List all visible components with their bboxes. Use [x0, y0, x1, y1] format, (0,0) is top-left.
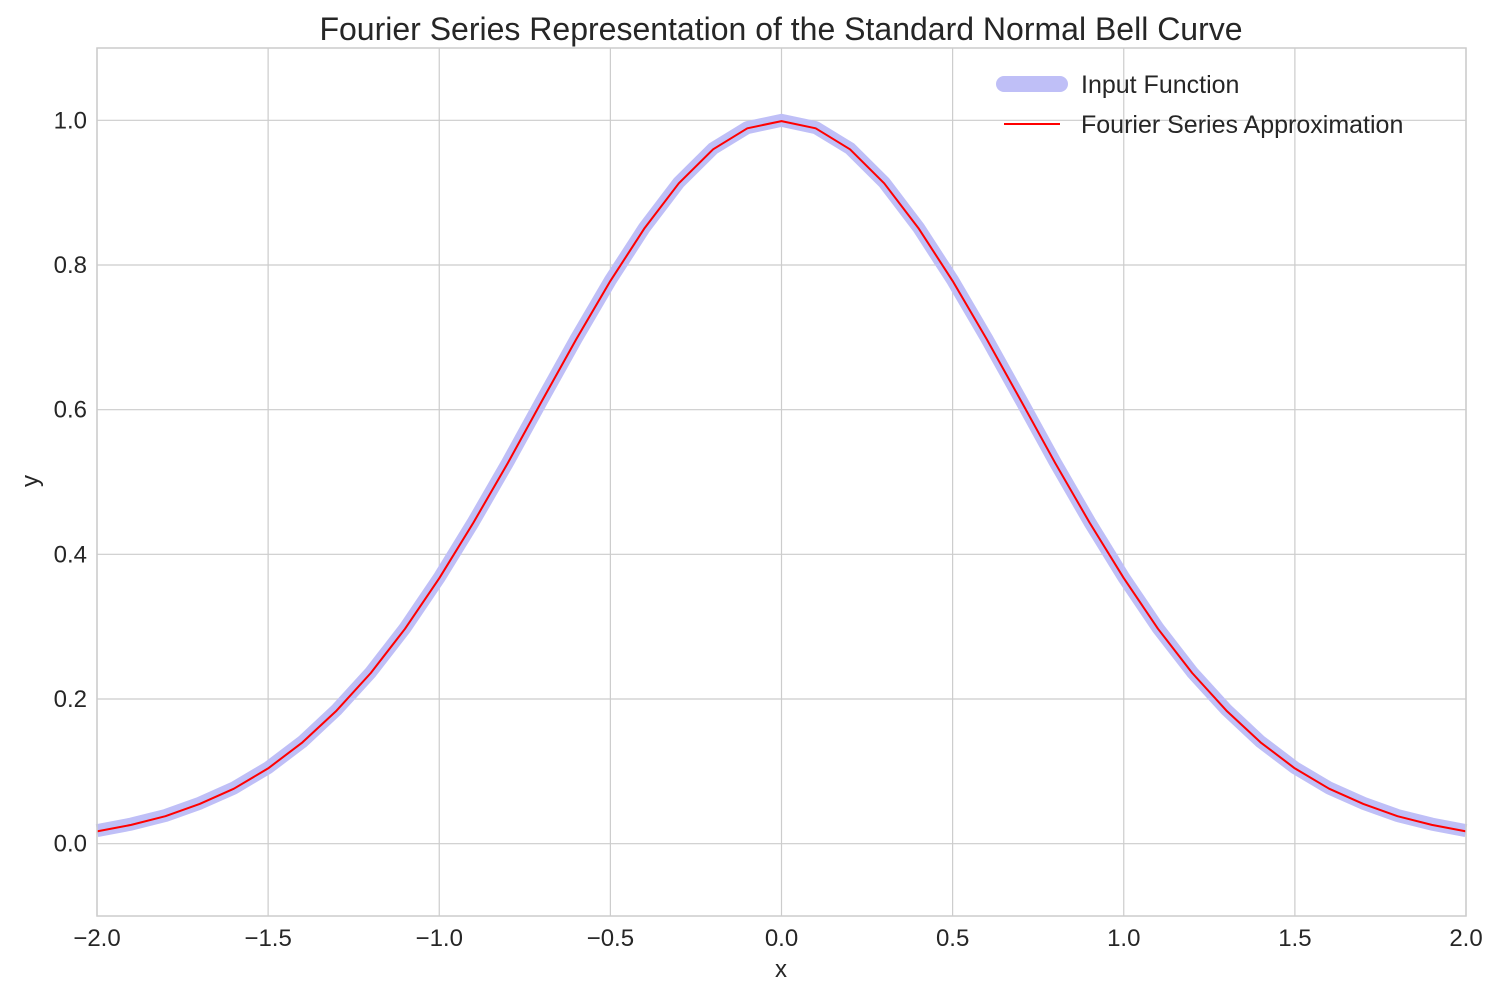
- x-tick-label: −1.0: [416, 925, 463, 952]
- x-tick-label: −2.0: [73, 925, 120, 952]
- y-tick-label: 0.2: [54, 686, 87, 713]
- legend-label-input-function: Input Function: [1081, 71, 1239, 99]
- y-tick-label: 0.4: [54, 541, 87, 568]
- y-tick-label: 0.6: [54, 397, 87, 424]
- series-lines: [95, 113, 1468, 837]
- y-tick-label: 1.0: [54, 107, 87, 134]
- x-tick-labels: −2.0 −1.5 −1.0 −0.5 0.0 0.5 1.0 1.5 2.0: [73, 925, 1482, 952]
- y-axis-label: y: [17, 475, 44, 487]
- y-tick-labels: 0.0 0.2 0.4 0.6 0.8 1.0: [54, 107, 87, 857]
- chart-title: Fourier Series Representation of the Sta…: [319, 11, 1242, 47]
- x-tick-label: 0.0: [765, 925, 798, 952]
- series-line-fourier-approximation: [96, 120, 1467, 833]
- plot-frame: [96, 47, 1467, 917]
- x-tick-label: 1.5: [1278, 925, 1311, 952]
- legend: Input Function Fourier Series Approximat…: [996, 71, 1403, 139]
- x-axis-label: x: [775, 956, 787, 983]
- legend-label-fourier-approximation: Fourier Series Approximation: [1081, 111, 1403, 139]
- x-tick-label: −1.5: [244, 925, 291, 952]
- x-tick-label: 2.0: [1449, 925, 1482, 952]
- x-tick-label: 0.5: [936, 925, 969, 952]
- y-tick-label: 0.0: [54, 831, 87, 858]
- x-tick-label: −0.5: [587, 925, 634, 952]
- y-tick-label: 0.8: [54, 252, 87, 279]
- x-tick-label: 1.0: [1107, 925, 1140, 952]
